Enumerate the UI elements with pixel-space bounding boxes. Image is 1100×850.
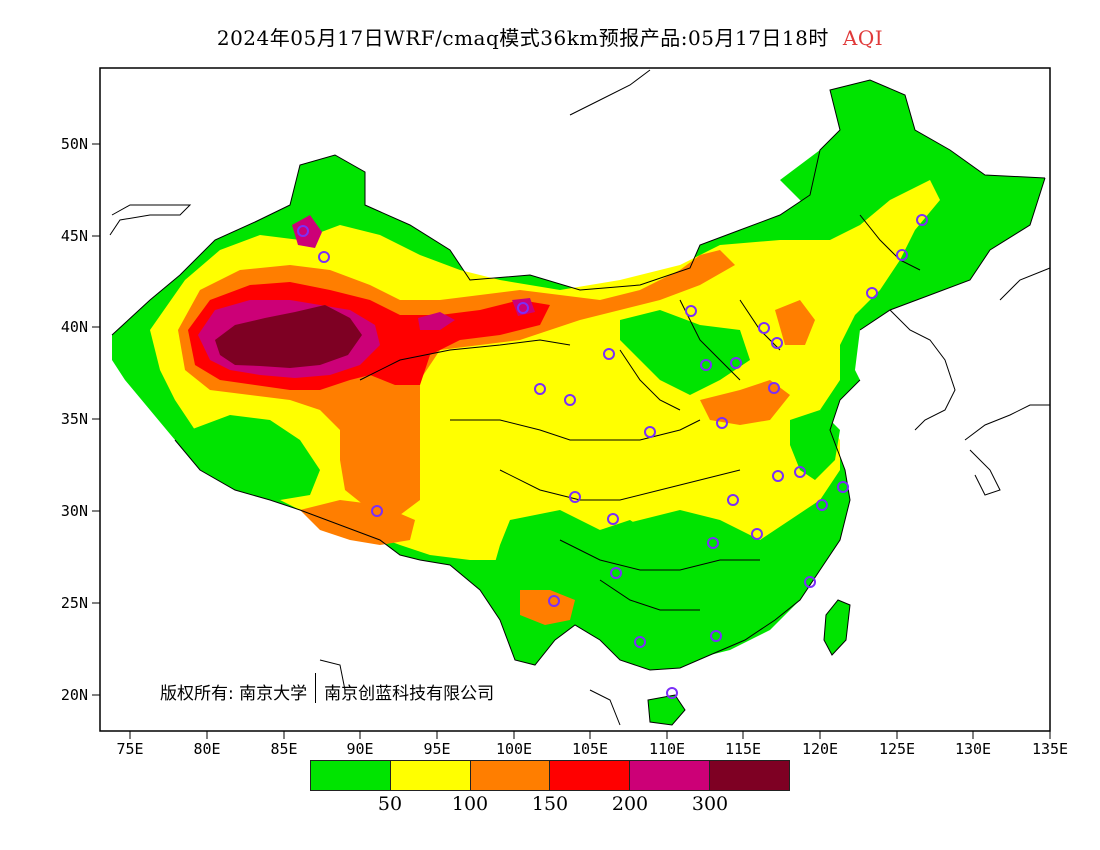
lat-label: 45N — [61, 227, 88, 245]
copyright-label: 版权所有: — [160, 684, 234, 704]
station-marker — [569, 491, 581, 503]
station-marker — [816, 499, 828, 511]
copyright-org1: 南京大学 — [239, 684, 308, 704]
lon-label: 105E — [572, 740, 608, 758]
station-marker — [771, 337, 783, 349]
station-marker — [534, 383, 546, 395]
lat-label: 40N — [61, 318, 88, 336]
station-marker — [371, 505, 383, 517]
station-marker — [564, 394, 576, 406]
lat-label: 25N — [61, 594, 88, 612]
legend-label: 200 — [611, 793, 649, 815]
title-variable: AQI — [842, 26, 884, 50]
lon-label: 135E — [1032, 740, 1068, 758]
region-orange-sichuan — [300, 500, 415, 545]
station-marker — [700, 359, 712, 371]
legend-swatch-sensitive — [470, 761, 551, 790]
lat-label: 50N — [61, 135, 88, 153]
region-orange-yunnan — [520, 590, 575, 625]
copyright-org2: 南京创蓝科技有限公司 — [324, 684, 495, 704]
region-taiwan — [824, 600, 850, 655]
region-hazardous — [215, 305, 362, 368]
lat-axis: 50N 45N 40N 35N 30N 25N 20N — [61, 135, 100, 704]
station-marker — [837, 481, 849, 493]
aqi-legend-colorbar — [310, 760, 790, 791]
station-marker — [707, 537, 719, 549]
station-marker — [716, 417, 728, 429]
lat-label: 20N — [61, 686, 88, 704]
lon-axis: 75E 80E 85E 90E 95E 100E 105E 110E 115E … — [116, 731, 1068, 758]
station-marker — [794, 466, 806, 478]
legend-swatch-very-unhealthy — [630, 761, 711, 790]
lon-label: 75E — [116, 740, 143, 758]
legend-swatch-good — [311, 761, 391, 790]
station-marker — [758, 322, 770, 334]
station-marker — [896, 249, 908, 261]
lon-label: 85E — [270, 740, 297, 758]
lon-label: 80E — [193, 740, 220, 758]
map-border — [99, 67, 1051, 732]
legend-swatch-moderate — [390, 761, 471, 790]
region-orange-east — [700, 380, 790, 425]
station-marker — [916, 214, 928, 226]
legend-label: 50 — [377, 793, 403, 815]
station-markers — [297, 214, 928, 699]
aqi-regions — [112, 80, 1045, 725]
station-marker — [318, 251, 330, 263]
station-marker — [548, 595, 560, 607]
legend-swatch-hazardous — [710, 761, 789, 790]
region-very-unhealthy-nm — [512, 298, 535, 316]
region-hainan — [648, 695, 685, 725]
station-marker — [866, 287, 878, 299]
station-marker — [710, 630, 722, 642]
region-good-central — [620, 310, 750, 395]
station-marker — [610, 567, 622, 579]
lon-label: 120E — [802, 740, 838, 758]
station-marker — [772, 470, 784, 482]
station-marker — [603, 348, 615, 360]
region-orange-hebei — [775, 300, 815, 345]
station-marker — [804, 576, 816, 588]
station-marker — [685, 305, 697, 317]
legend-label: 300 — [691, 793, 729, 815]
lat-label: 35N — [61, 410, 88, 428]
title-main: 2024年05月17日WRF/cmaq模式36km预报产品:05月17日18时 — [216, 26, 829, 50]
station-marker — [607, 513, 619, 525]
lon-label: 110E — [649, 740, 685, 758]
legend-label: 150 — [531, 793, 569, 815]
station-marker — [517, 302, 529, 314]
region-very-unhealthy-gansu — [418, 312, 455, 330]
lon-label: 100E — [496, 740, 532, 758]
copyright-separator — [315, 673, 317, 703]
region-good-south — [490, 510, 800, 668]
lon-label: 125E — [879, 740, 915, 758]
legend-swatch-unhealthy — [550, 761, 631, 790]
lon-label: 115E — [725, 740, 761, 758]
station-marker — [297, 225, 309, 237]
legend-label: 100 — [451, 793, 489, 815]
lon-label: 95E — [423, 740, 450, 758]
lon-label: 130E — [955, 740, 991, 758]
map-title: 2024年05月17日WRF/cmaq模式36km预报产品:05月17日18时 A… — [0, 22, 1100, 51]
station-marker — [751, 528, 763, 540]
lat-label: 30N — [61, 502, 88, 520]
copyright-note: 版权所有: 南京大学 南京创蓝科技有限公司 — [160, 673, 495, 709]
region-good-east — [790, 410, 840, 480]
region-good-tibet — [190, 415, 320, 500]
lon-label: 90E — [346, 740, 373, 758]
station-marker — [727, 494, 739, 506]
station-marker — [644, 426, 656, 438]
boundaries — [109, 69, 1051, 726]
station-marker — [666, 687, 678, 699]
station-marker — [634, 636, 646, 648]
region-good-ne — [780, 110, 905, 210]
station-marker — [768, 382, 780, 394]
station-marker — [730, 357, 742, 369]
